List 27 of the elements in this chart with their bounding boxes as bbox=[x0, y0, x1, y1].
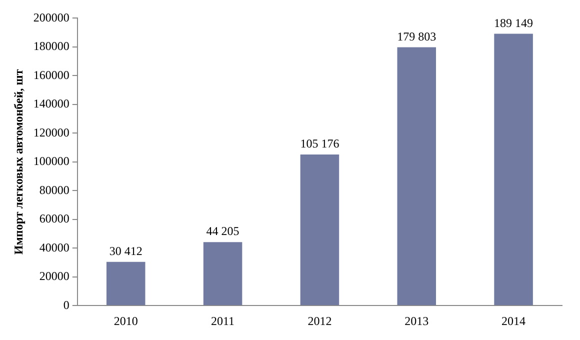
bar bbox=[397, 47, 436, 306]
bar bbox=[203, 242, 242, 306]
y-tick-label: 40000 bbox=[39, 240, 70, 254]
x-tick-label: 2012 bbox=[308, 314, 332, 328]
y-tick-label: 200000 bbox=[33, 10, 70, 24]
y-tick-label: 120000 bbox=[33, 125, 70, 140]
y-tick-label: 0 bbox=[63, 298, 70, 312]
y-tick-label: 100000 bbox=[33, 154, 70, 168]
data-label: 30 412 bbox=[109, 244, 142, 258]
data-label: 44 205 bbox=[206, 224, 240, 238]
data-label: 189 149 bbox=[494, 16, 534, 30]
data-label: 179 803 bbox=[397, 29, 436, 44]
y-tick-label: 60000 bbox=[39, 212, 70, 226]
y-tick-label: 80000 bbox=[39, 182, 70, 197]
bar bbox=[494, 34, 533, 306]
bar bbox=[300, 154, 340, 306]
data-label: 105 176 bbox=[300, 136, 340, 151]
bar bbox=[106, 262, 146, 306]
y-tick-label: 140000 bbox=[33, 96, 70, 111]
y-tick-label: 180000 bbox=[33, 39, 70, 54]
x-tick-label: 2011 bbox=[211, 314, 235, 328]
x-tick-label: 2014 bbox=[502, 314, 526, 328]
x-tick-label: 2013 bbox=[404, 314, 429, 328]
y-tick-label: 20000 bbox=[39, 269, 70, 284]
y-axis-title: Импорт легковых автомонбей, шт bbox=[11, 69, 26, 255]
y-tick-label: 160000 bbox=[33, 68, 70, 82]
x-tick-label: 2010 bbox=[114, 314, 138, 328]
